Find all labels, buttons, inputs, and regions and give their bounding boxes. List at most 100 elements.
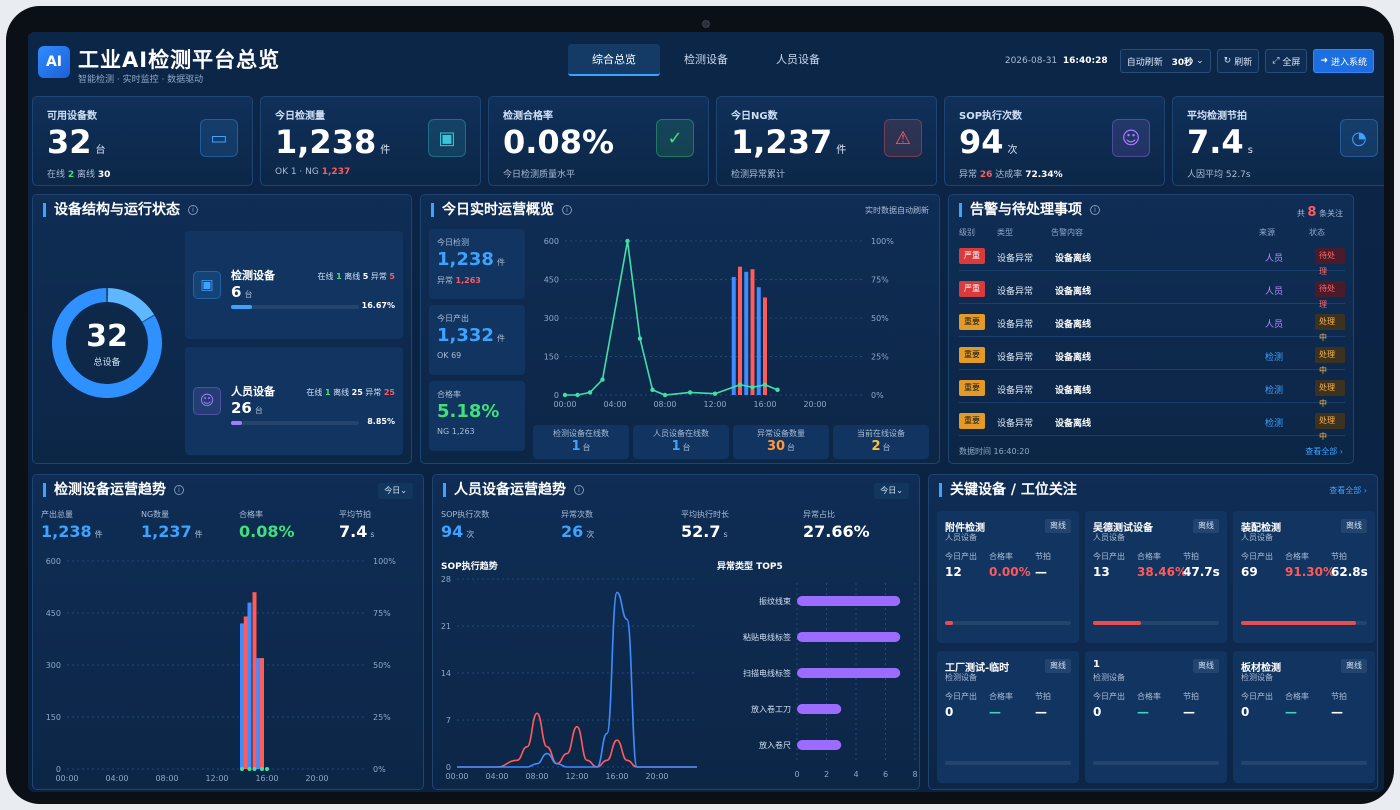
key-metric-rate: 0.00%	[989, 565, 1031, 579]
personnel-trend-title-text: 人员设备运营趋势	[454, 482, 566, 498]
key-device-card[interactable]: 板材检测 检测设备 离线 今日产出 合格率 节拍 0 — —	[1233, 651, 1375, 783]
key-metric-label: 合格率	[1285, 552, 1309, 561]
y2-tick-label: 50%	[871, 314, 889, 323]
datetime: 2026-08-31 16:40:28	[1005, 56, 1108, 66]
key-device-progress	[1241, 761, 1367, 765]
y-tick-label: 7	[446, 716, 451, 725]
kpi-sub: 在线 2 离线 30	[47, 167, 110, 180]
kpi-sub-label: 人因平均 52.7s	[1187, 170, 1251, 180]
info-icon[interactable]: i	[1090, 205, 1100, 215]
device-group-count: 26 台	[231, 399, 263, 417]
trend-stat-value: 94 次	[441, 522, 489, 541]
realtime-bottom-label: 人员设备在线数	[653, 429, 709, 438]
realtime-bottom-value: 30 台	[733, 439, 829, 454]
line-series	[456, 591, 697, 768]
auto-refresh-select[interactable]: 自动刷新 30秒 ⌄	[1119, 49, 1211, 73]
enter-system-button[interactable]: ➜ 进入系统	[1313, 49, 1374, 73]
refresh-button[interactable]: ↻ 刷新	[1216, 49, 1260, 73]
kpi-value-number: 94	[959, 123, 1004, 161]
key-metric-rate: 91.30%	[1285, 565, 1335, 579]
y-tick-label: 300	[46, 661, 61, 670]
tab-overview[interactable]: 综合总览	[568, 44, 660, 76]
key-device-card[interactable]: 工厂测试-临时 检测设备 离线 今日产出 合格率 节拍 0 — —	[937, 651, 1079, 783]
key-device-status-tag: 离线	[1193, 659, 1219, 673]
header-controls: 2026-08-31 16:40:28 自动刷新 30秒 ⌄ ↻ 刷新 ⤢ 全屏 ➜ 进…	[1005, 49, 1374, 73]
trend-stat-number: 94	[441, 522, 464, 541]
alarm-status-badge: 处理中	[1315, 380, 1345, 408]
key-device-card[interactable]: 1 检测设备 离线 今日产出 合格率 节拍 0 — —	[1085, 651, 1227, 783]
alarm-level-badge: 重要	[959, 347, 985, 363]
trend-stat: 平均节拍 7.4 s	[339, 509, 375, 541]
y-tick-label: 600	[46, 557, 61, 566]
realtime-bottom-number: 1	[671, 439, 681, 454]
key-device-card[interactable]: 附件检测 人员设备 离线 今日产出 合格率 节拍 12 0.00% —	[937, 511, 1079, 643]
chip-icon: ▣	[428, 119, 466, 157]
status-label: 离线	[344, 272, 361, 281]
kpi-unit: 台	[95, 145, 106, 156]
trend-stat-unit: s	[370, 530, 375, 539]
device-group-card[interactable]: ☺ 人员设备 26 台 在线 1 离线 25 异常 25 8.85%	[185, 347, 403, 455]
alarm-row[interactable]: 重要 设备异常 设备离线 人员 处理中	[959, 307, 1345, 342]
realtime-stat-sub: NG 1,263	[437, 427, 475, 436]
kpi-unit: s	[1247, 145, 1253, 156]
x-tick-label: 20:00	[645, 772, 668, 781]
personnel-period-select[interactable]: 今日⌄	[874, 483, 909, 499]
y2-tick-label: 0%	[871, 391, 884, 400]
status-label: 在线	[306, 388, 323, 397]
alarm-row[interactable]: 严重 设备异常 设备离线 人员 待处理	[959, 274, 1345, 309]
alarm-status-badge: 处理中	[1315, 347, 1345, 375]
realtime-stat-sub: 异常 1,263	[437, 275, 481, 286]
fullscreen-button[interactable]: ⤢ 全屏	[1265, 49, 1308, 73]
trend-stat: NG数量 1,237 件	[141, 509, 203, 541]
key-device-card[interactable]: 吴德测试设备 人员设备 离线 今日产出 合格率 节拍 13 38.46% 47.7s	[1085, 511, 1227, 643]
kpi-sub-label: OK 1 · NG	[275, 167, 319, 177]
camera-icon	[702, 20, 710, 28]
alarm-view-all-link[interactable]: 查看全部 ›	[1305, 447, 1343, 456]
key-device-card[interactable]: 装配检测 人员设备 离线 今日产出 合格率 节拍 69 91.30% 62.8s	[1233, 511, 1375, 643]
alarm-row[interactable]: 重要 设备异常 设备离线 检测 处理中	[959, 373, 1345, 408]
info-icon[interactable]: i	[188, 205, 198, 215]
x-tick-label: 00:00	[55, 774, 78, 783]
key-metric-label: 今日产出	[1093, 552, 1125, 561]
key-device-progress	[945, 761, 1071, 765]
key-view-all-link[interactable]: 查看全部 ›	[1329, 486, 1367, 495]
baseline-point	[240, 767, 244, 771]
alarm-status-badge: 处理中	[1315, 314, 1345, 342]
trend-stat-label: 异常次数	[561, 510, 593, 519]
fullscreen-label: 全屏	[1282, 57, 1301, 68]
shield-check-icon: ✓	[656, 119, 694, 157]
info-icon[interactable]: i	[574, 485, 584, 495]
key-metric-label: 合格率	[1285, 692, 1309, 701]
alarm-row[interactable]: 重要 设备异常 设备离线 检测 处理中	[959, 340, 1345, 375]
realtime-bottom-label: 检测设备在线数	[553, 429, 609, 438]
device-group-name: 人员设备	[231, 385, 275, 398]
key-metric-label: 今日产出	[1241, 552, 1273, 561]
detection-period-select[interactable]: 今日⌄	[378, 483, 413, 499]
bar-mark	[756, 287, 761, 395]
info-icon[interactable]: i	[174, 485, 184, 495]
kpi-sub: 异常 26 达成率 72.34%	[959, 167, 1063, 180]
tab-personnel[interactable]: 人员设备	[776, 53, 820, 66]
dashboard-screen: AI 工业AI检测平台总览 智能检测 · 实时监控 · 数据驱动 综合总览 检测…	[28, 32, 1384, 792]
realtime-stat-sub-label: OK 69	[437, 351, 462, 360]
alarm-type: 设备异常	[997, 353, 1034, 363]
device-group-card[interactable]: ▣ 检测设备 6 台 在线 1 离线 5 异常 5 16.67%	[185, 231, 403, 339]
x-tick-label: 08:00	[653, 400, 676, 409]
alarm-footer-time: 数据时间 16:40:20	[959, 447, 1030, 456]
detection-trend-panel: 检测设备运营趋势 i 今日⌄ 产出总量 1,238 件 NG数量 1,237 件合格率 0.0…	[32, 474, 424, 790]
users-icon: ☺	[193, 387, 221, 415]
realtime-bottom-unit: 台	[582, 443, 591, 452]
trend-stat-number: 52.7	[681, 522, 721, 541]
alarm-row[interactable]: 严重 设备异常 设备离线 人员 待处理	[959, 241, 1345, 276]
info-icon[interactable]: i	[562, 205, 572, 215]
alarm-row[interactable]: 重要 设备异常 设备离线 检测 处理中	[959, 406, 1345, 441]
y2-tick-label: 25%	[871, 353, 889, 362]
trend-stat: 产出总量 1,238 件	[41, 509, 103, 541]
kpi-card: 检测合格率 0.08% 今日检测质量水平 ✓	[488, 96, 709, 186]
x-tick-label: 20:00	[305, 774, 328, 783]
tab-detection[interactable]: 检测设备	[684, 53, 728, 66]
realtime-bottom-number: 1	[571, 439, 581, 454]
kpi-value: 32 台	[47, 123, 106, 161]
key-metric-label: 合格率	[989, 552, 1013, 561]
